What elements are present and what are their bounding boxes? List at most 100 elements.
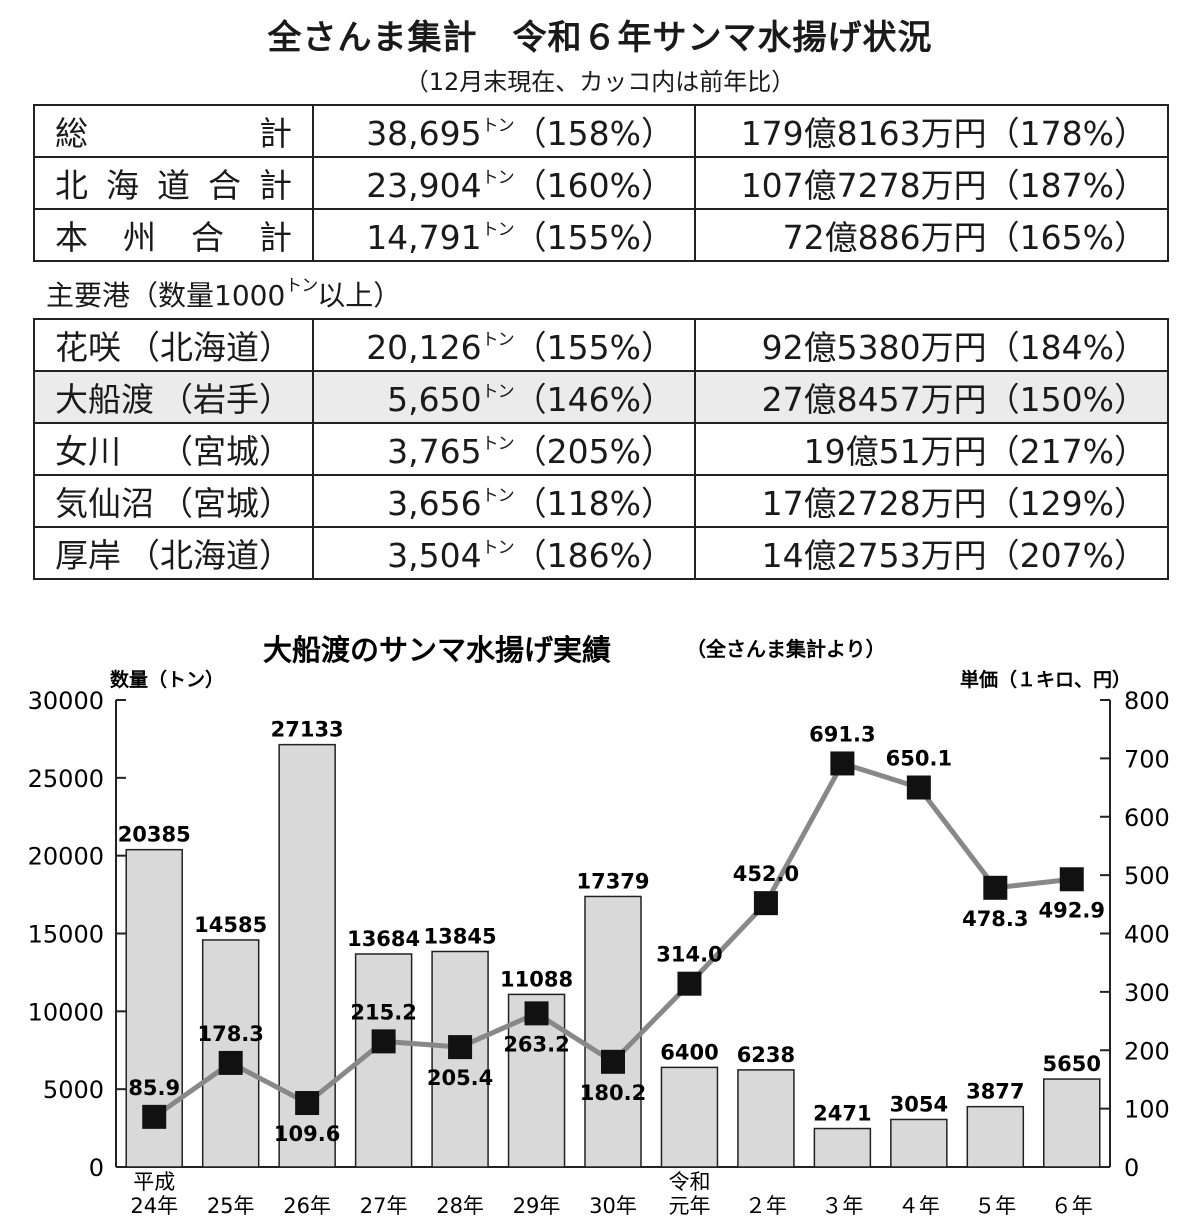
summary-quantity-cell: 14,791トン（155%） — [312, 208, 696, 262]
port-region: （宮城） — [160, 484, 292, 523]
price-marker — [218, 1050, 243, 1075]
port-row: 厚岸 （北海道） 3,504トン（186%） 14億2753万円（207%） — [33, 526, 1169, 580]
price-label: 314.0 — [656, 943, 722, 967]
x-tick-label: 24年 — [130, 1194, 178, 1218]
ton-unit: トン — [481, 538, 515, 558]
price-marker — [295, 1091, 320, 1116]
price-label: 478.3 — [962, 907, 1028, 931]
price-marker — [983, 875, 1008, 900]
x-tick-label-era: 令和 — [668, 1170, 710, 1194]
bar — [584, 895, 642, 1168]
ton-unit: トン — [481, 330, 515, 350]
port-region: （北海道） — [127, 536, 292, 575]
bar — [660, 1066, 719, 1168]
x-tick-label: 元年 — [668, 1194, 710, 1218]
port-name-wrap: 厚岸 （北海道） — [55, 529, 292, 577]
chart-subtitle: （全さんま集計より） — [686, 637, 886, 661]
y-left-tick-label: 5000 — [43, 1076, 104, 1104]
port-name-cell: 大船渡 （岩手） — [33, 370, 314, 424]
summary-quantity-cell: 23,904トン（160%） — [312, 156, 696, 210]
quantity-value: 14,791 — [366, 218, 482, 257]
y-left-tick-label: 30000 — [28, 687, 104, 715]
name-char: 道 — [157, 166, 190, 205]
price-label: 215.2 — [350, 1000, 416, 1024]
name-char: 本 — [55, 218, 88, 257]
ton-unit: トン — [481, 116, 515, 136]
price-marker — [677, 971, 702, 996]
port-amount-cell: 17億2728万円（129%） — [694, 474, 1169, 528]
port-name: 花咲 — [55, 328, 121, 367]
bar-value-label: 5650 — [1043, 1052, 1101, 1076]
price-marker — [1059, 867, 1084, 892]
bar-value-label: 17379 — [576, 869, 649, 893]
quantity-percent: （146%） — [513, 380, 674, 419]
price-label: 85.9 — [128, 1076, 180, 1100]
name-char: 合 — [191, 218, 224, 257]
bar-value-label: 14585 — [194, 913, 267, 937]
x-tick-label: 29年 — [513, 1194, 561, 1218]
x-tick-label: ４年 — [898, 1194, 940, 1218]
bar-value-label: 20385 — [118, 823, 191, 847]
port-name-cell: 女川 （宮城） — [33, 422, 314, 476]
quantity-percent: （118%） — [513, 484, 674, 523]
price-label: 205.4 — [427, 1066, 493, 1090]
quantity-percent: （155%） — [513, 218, 674, 257]
name-char: 総 — [55, 114, 88, 153]
bar-value-label: 13684 — [347, 927, 420, 951]
ton-unit: トン — [481, 382, 515, 402]
summary-name-cell: 北海道合計 — [33, 156, 314, 210]
port-name-cell: 花咲 （北海道） — [33, 318, 314, 372]
price-label: 691.3 — [809, 722, 875, 746]
x-tick-label-era: 平成 — [133, 1170, 175, 1194]
name-char: 計 — [259, 114, 292, 153]
bar — [1043, 1078, 1101, 1168]
bar — [737, 1069, 795, 1168]
port-name-cell: 気仙沼 （宮城） — [33, 474, 314, 528]
summary-amount-cell: 179億8163万円（178%） — [694, 104, 1169, 158]
quantity-percent: （158%） — [513, 114, 674, 153]
y-right-tick-label: 200 — [1124, 1037, 1170, 1065]
bar-value-label: 3054 — [890, 1092, 948, 1116]
summary-quantity-cell: 38,695トン（158%） — [312, 104, 696, 158]
summary-amount-cell: 72億886万円（165%） — [694, 208, 1169, 262]
port-amount-cell: 27億8457万円（150%） — [694, 370, 1169, 424]
port-row: 花咲 （北海道） 20,126トン（155%） 92億5380万円（184%） — [33, 318, 1169, 372]
price-label: 263.2 — [503, 1032, 569, 1056]
price-label: 650.1 — [886, 747, 952, 771]
price-marker — [830, 751, 855, 776]
price-marker — [524, 1001, 549, 1026]
price-marker — [371, 1029, 396, 1054]
price-marker — [753, 891, 778, 916]
ton-unit: トン — [481, 434, 515, 454]
summary-name: 本州合計 — [55, 211, 292, 259]
bar — [890, 1118, 948, 1168]
port-quantity-cell: 5,650トン（146%） — [312, 370, 696, 424]
ports-label-prefix: 主要港（数量1000 — [46, 279, 286, 312]
port-name-wrap: 大船渡 （岩手） — [55, 373, 292, 421]
port-amount-cell: 14億2753万円（207%） — [694, 526, 1169, 580]
y-right-tick-label: 500 — [1124, 862, 1170, 890]
port-row: 女川 （宮城） 3,765トン（205%） 19億51万円（217%） — [33, 422, 1169, 476]
price-marker — [142, 1104, 167, 1129]
price-marker — [906, 775, 931, 800]
port-region: （宮城） — [160, 432, 292, 471]
y-right-tick-label: 600 — [1124, 804, 1170, 832]
ton-unit: トン — [481, 220, 515, 240]
y-left-tick-label: 10000 — [28, 998, 104, 1026]
quantity-percent: （205%） — [513, 432, 674, 471]
summary-name-cell: 本州合計 — [33, 208, 314, 262]
bar-value-label: 6400 — [660, 1040, 718, 1064]
x-tick-label: 25年 — [207, 1194, 255, 1218]
x-tick-label: ２年 — [745, 1194, 787, 1218]
y-right-label: 単価（１キロ、円） — [960, 668, 1131, 691]
name-char: 計 — [259, 166, 292, 205]
summary-table: 総計 38,695トン（158%） 179億8163万円（178%）北海道合計 23,… — [33, 104, 1169, 262]
price-marker — [448, 1035, 473, 1060]
port-name: 厚岸 — [55, 536, 121, 575]
bar — [813, 1127, 872, 1168]
y-left-tick-label: 25000 — [28, 765, 104, 793]
summary-row: 本州合計 14,791トン（155%） 72億886万円（165%） — [33, 208, 1169, 262]
quantity-percent: （160%） — [513, 166, 674, 205]
port-row: 気仙沼 （宮城） 3,656トン（118%） 17億2728万円（129%） — [33, 474, 1169, 528]
summary-name: 北海道合計 — [55, 159, 292, 207]
